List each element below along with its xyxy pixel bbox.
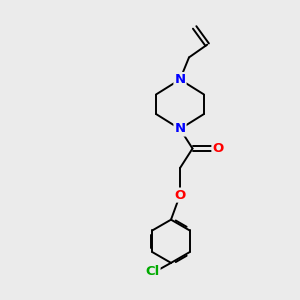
Text: O: O xyxy=(174,189,186,202)
Text: N: N xyxy=(174,122,186,136)
Text: N: N xyxy=(174,73,186,86)
Text: O: O xyxy=(212,142,224,155)
Text: Cl: Cl xyxy=(145,265,160,278)
